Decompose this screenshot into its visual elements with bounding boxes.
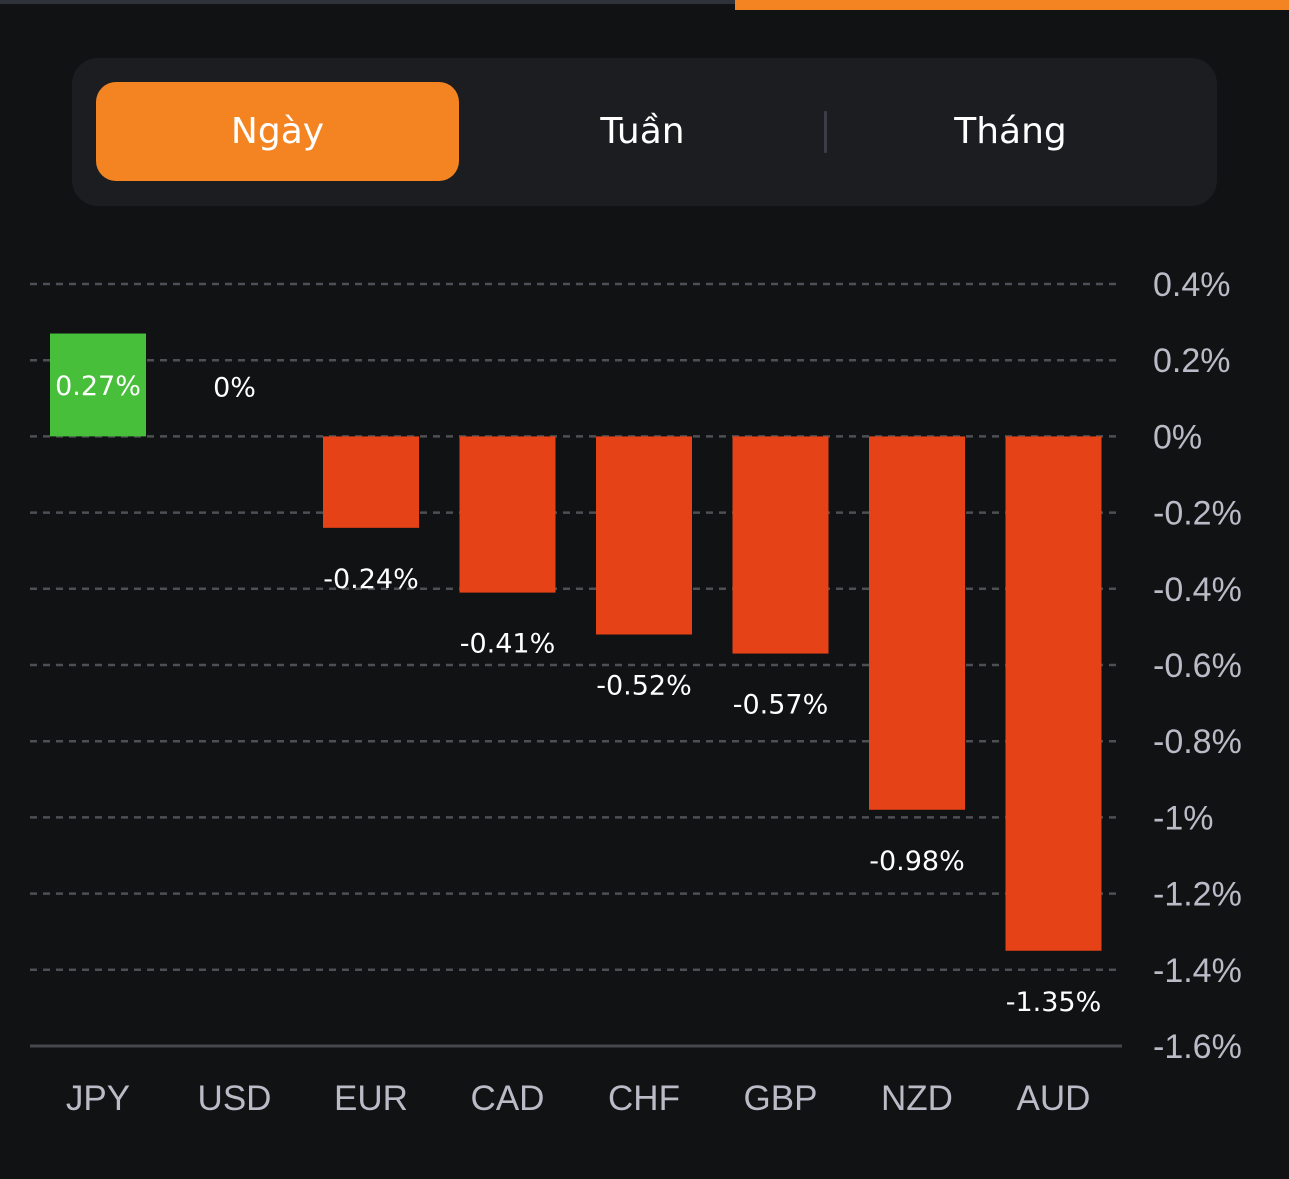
data-label: -0.41% <box>460 629 556 660</box>
y-tick-label: -0.6% <box>1153 647 1242 685</box>
bars <box>50 333 1102 951</box>
y-tick-label: 0% <box>1153 418 1202 456</box>
y-tick-label: -0.2% <box>1153 495 1242 533</box>
period-segmented-control: Ngày Tuần Tháng <box>72 58 1217 206</box>
data-label: -0.57% <box>733 690 829 721</box>
x-tick-label: GBP <box>744 1079 818 1118</box>
y-tick-label: 0.2% <box>1153 342 1231 380</box>
data-label: -1.35% <box>1006 987 1102 1018</box>
x-tick-label: EUR <box>334 1079 408 1118</box>
y-tick-label: -1.4% <box>1153 952 1242 990</box>
top-track <box>0 0 735 4</box>
bar-chf[interactable] <box>596 436 692 635</box>
bar-aud[interactable] <box>1005 436 1102 951</box>
tab-divider <box>824 111 827 153</box>
bar-cad[interactable] <box>459 436 556 593</box>
y-tick-label: 0.4% <box>1153 266 1231 304</box>
x-tick-label: CAD <box>471 1079 545 1118</box>
y-tick-label: -1.6% <box>1153 1028 1242 1066</box>
data-label: 0% <box>213 372 256 403</box>
y-axis-ticks: 0.4% 0.2% 0% -0.2% -0.4% -0.6% -0.8% -1% -1.2% -1… <box>1153 266 1242 1066</box>
bar-jpy[interactable] <box>50 333 146 437</box>
y-tick-label: -1.2% <box>1153 876 1242 914</box>
top-progress-indicator <box>735 0 1289 10</box>
y-tick-label: -0.8% <box>1153 723 1242 761</box>
x-tick-label: CHF <box>608 1079 680 1118</box>
x-tick-label: USD <box>198 1079 272 1118</box>
tab-month[interactable]: Tháng <box>954 111 1067 152</box>
x-tick-label: JPY <box>66 1079 130 1118</box>
bar-nzd[interactable] <box>869 436 965 810</box>
bar-gbp[interactable] <box>732 436 829 654</box>
data-label: -0.24% <box>323 564 419 595</box>
data-label: -0.98% <box>869 846 965 877</box>
y-tick-label: -0.4% <box>1153 571 1242 609</box>
tab-week[interactable]: Tuần <box>600 111 685 152</box>
x-tick-label: AUD <box>1017 1079 1091 1118</box>
data-label: -0.52% <box>596 671 692 702</box>
tab-day[interactable]: Ngày <box>96 82 459 181</box>
y-tick-label: -1% <box>1153 799 1213 837</box>
data-label: 0.27% <box>55 371 141 402</box>
bar-eur[interactable] <box>323 436 419 528</box>
data-labels: 0.27% 0% -0.24% -0.41% -0.52% -0.57% -0.98% -1.… <box>55 371 1101 1018</box>
x-axis-ticks: JPY USD EUR CAD CHF GBP NZD AUD <box>66 1079 1091 1118</box>
x-tick-label: NZD <box>881 1079 953 1118</box>
